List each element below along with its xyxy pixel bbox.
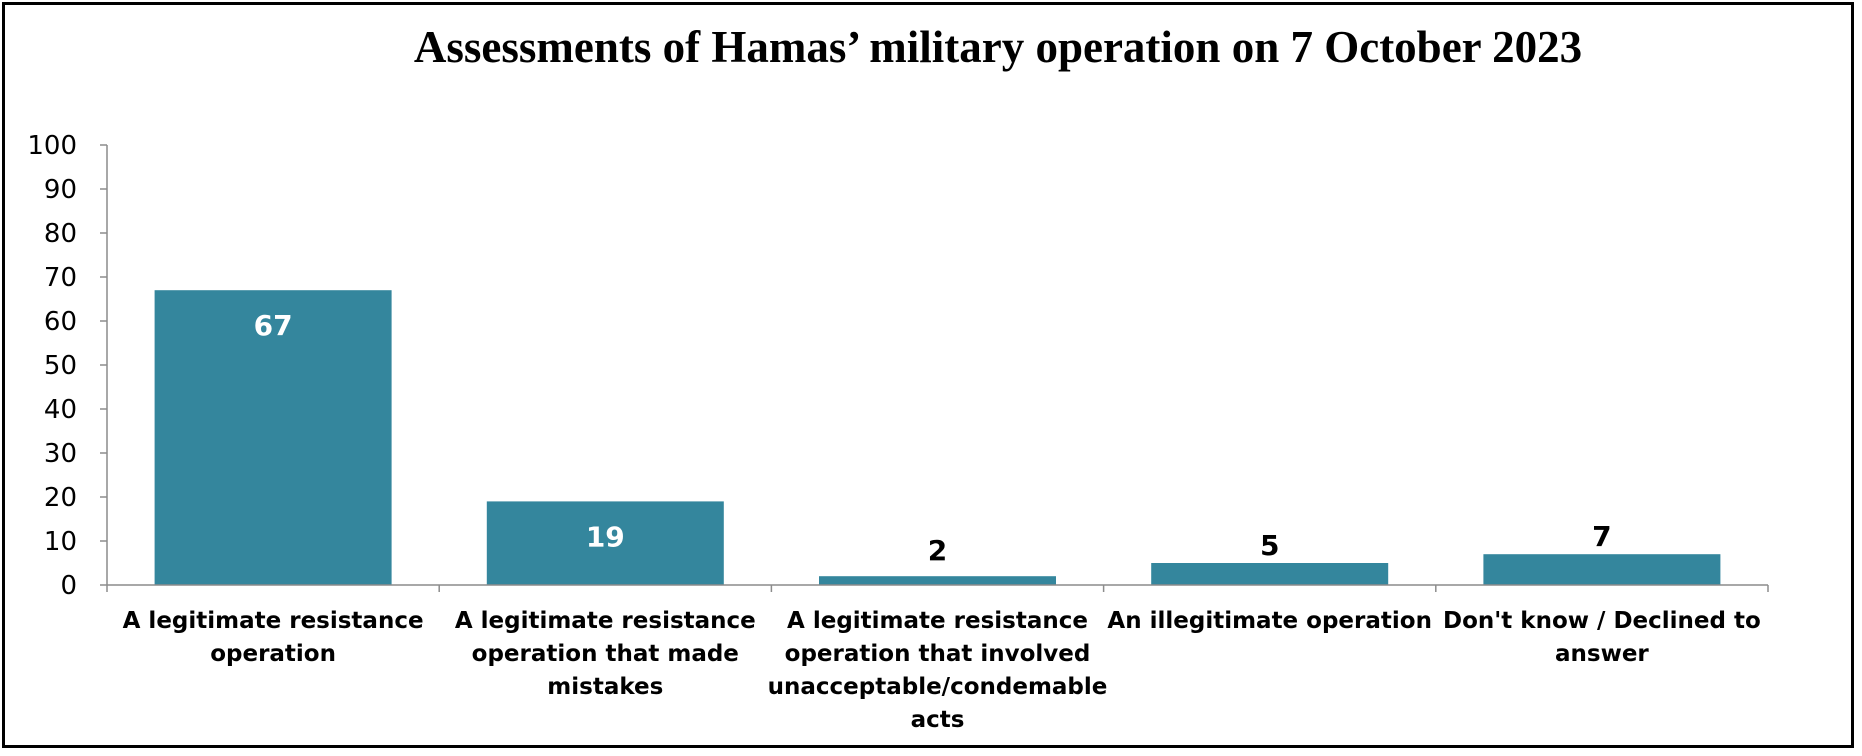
x-category-label: Don't know / Declined to answer [1443, 608, 1761, 667]
x-category-label-line: An illegitimate operation [1107, 608, 1432, 634]
bar [486, 501, 724, 585]
y-tick-label: 20 [44, 483, 77, 513]
y-tick-label: 40 [44, 395, 77, 425]
x-category-label-line: A legitimate resistance [123, 608, 424, 634]
x-category-label-line: A legitimate resistance [455, 608, 756, 634]
x-category-label-line: mistakes [547, 674, 663, 700]
x-category-label-line: Don't know / Declined to [1443, 608, 1761, 634]
x-category-label-line: A legitimate resistance [787, 608, 1088, 634]
bar [819, 576, 1056, 585]
data-label: 19 [586, 520, 625, 553]
y-tick-label: 70 [44, 263, 77, 293]
y-tick-label: 10 [44, 527, 77, 557]
bar [1483, 554, 1721, 585]
data-label: 7 [1592, 520, 1611, 553]
bar [1151, 563, 1389, 585]
x-category-label: A legitimate resistance operation [123, 608, 424, 667]
data-label: 67 [254, 309, 293, 342]
data-label: 2 [928, 534, 947, 567]
x-category-label-line: operation [210, 641, 336, 667]
bar [154, 290, 392, 585]
chart-title: Assessments of Hamas’ military operation… [414, 22, 1582, 72]
y-tick-label: 90 [44, 175, 77, 205]
y-tick-label: 50 [44, 351, 77, 381]
x-category-label-line: operation that involved [785, 641, 1091, 667]
y-tick-label: 100 [27, 131, 77, 161]
x-category-label-line: operation that made [472, 641, 739, 667]
x-category-label: A legitimate resistance operation that in… [768, 608, 1108, 733]
y-tick-label: 80 [44, 219, 77, 249]
x-category-label: A legitimate resistance operation that ma… [455, 608, 756, 700]
y-tick-label: 30 [44, 439, 77, 469]
x-category-label-line: acts [911, 707, 965, 733]
data-label: 5 [1260, 529, 1279, 562]
x-category-label-line: unacceptable/condemable [768, 674, 1108, 700]
y-tick-label: 0 [60, 571, 77, 601]
x-category-label: An illegitimate operation [1107, 608, 1432, 634]
y-tick-label: 60 [44, 307, 77, 337]
x-category-label-line: answer [1555, 641, 1649, 667]
